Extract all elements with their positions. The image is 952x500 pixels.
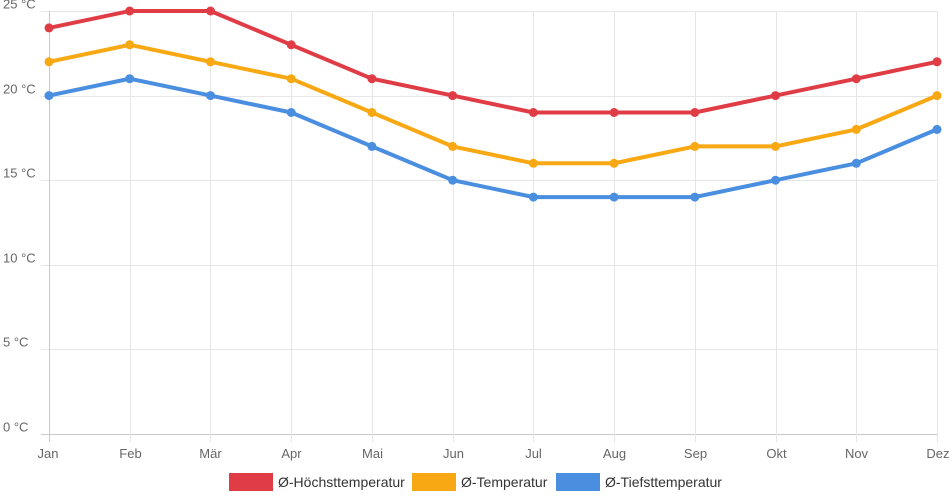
x-tick-label-aug: Aug: [603, 446, 626, 461]
data-point-o-tiefsttemperatur-jun[interactable]: [448, 175, 458, 185]
data-point-o-hoechsttemperatur-feb[interactable]: [125, 6, 135, 16]
x-tick-label-jul: Jul: [525, 446, 542, 461]
x-tick-label-mai: Mai: [362, 446, 383, 461]
data-point-o-hoechsttemperatur-jun[interactable]: [448, 91, 458, 101]
series-line-o-temperatur: [47, 42, 939, 166]
x-tick-label-feb: Feb: [119, 446, 141, 461]
grid-lines: [41, 11, 938, 442]
data-point-o-hoechsttemperatur-dez[interactable]: [932, 57, 942, 67]
data-point-o-tiefsttemperatur-mai[interactable]: [367, 141, 377, 151]
data-point-o-tiefsttemperatur-jan[interactable]: [44, 91, 54, 101]
data-point-o-temperatur-nov[interactable]: [851, 124, 861, 134]
x-tick-label-okt: Okt: [766, 446, 787, 461]
legend: Ø-Höchsttemperatur Ø-Temperatur Ø-Tiefstte…: [229, 473, 722, 491]
series-line-o-hoechsttemperatur: [47, 9, 939, 115]
data-point-o-hoechsttemperatur-aug[interactable]: [609, 108, 619, 117]
y-tick-label: 25 °C: [3, 0, 36, 12]
data-point-o-tiefsttemperatur-okt[interactable]: [771, 175, 780, 185]
legend-swatch: [229, 473, 273, 491]
data-point-o-hoechsttemperatur-mai[interactable]: [367, 74, 377, 84]
data-point-o-temperatur-jul[interactable]: [528, 158, 538, 168]
data-point-o-hoechsttemperatur-maer[interactable]: [206, 6, 215, 16]
data-point-o-tiefsttemperatur-jul[interactable]: [528, 192, 538, 202]
y-axis: 0 °C 5 °C 10 °C 15 °C 20 °C 25 °C: [3, 0, 36, 435]
series-points: [44, 6, 942, 202]
x-tick-label-maer: Mär: [199, 446, 222, 461]
y-tick-label: 10 °C: [3, 251, 36, 266]
data-point-o-tiefsttemperatur-sep[interactable]: [690, 192, 700, 202]
series-line-o-tiefsttemperatur: [47, 76, 939, 200]
data-point-o-temperatur-sep[interactable]: [690, 141, 700, 151]
legend-item-o-temperatur[interactable]: Ø-Temperatur: [412, 473, 548, 491]
data-point-o-temperatur-dez[interactable]: [932, 91, 942, 101]
x-tick-label-apr: Apr: [281, 446, 302, 461]
y-tick-label: 5 °C: [3, 335, 28, 350]
series-lines: [47, 9, 939, 200]
x-tick-label-jun: Jun: [443, 446, 464, 461]
legend-label: Ø-Höchsttemperatur: [278, 474, 405, 490]
data-point-o-temperatur-apr[interactable]: [286, 74, 296, 84]
data-point-o-hoechsttemperatur-nov[interactable]: [851, 74, 861, 84]
data-point-o-tiefsttemperatur-aug[interactable]: [609, 192, 619, 202]
data-point-o-temperatur-okt[interactable]: [771, 141, 780, 151]
data-point-o-hoechsttemperatur-sep[interactable]: [690, 108, 700, 117]
data-point-o-temperatur-feb[interactable]: [125, 40, 135, 50]
legend-swatch: [412, 473, 456, 491]
data-point-o-temperatur-jun[interactable]: [448, 141, 458, 151]
x-tick-label-nov: Nov: [845, 446, 869, 461]
data-point-o-tiefsttemperatur-feb[interactable]: [125, 74, 135, 84]
data-point-o-temperatur-maer[interactable]: [206, 57, 215, 67]
legend-item-o-tiefsttemperatur[interactable]: Ø-Tiefsttemperatur: [556, 473, 722, 491]
data-point-o-tiefsttemperatur-dez[interactable]: [932, 124, 942, 134]
data-point-o-tiefsttemperatur-nov[interactable]: [851, 158, 861, 168]
data-point-o-tiefsttemperatur-apr[interactable]: [286, 108, 296, 117]
data-point-o-hoechsttemperatur-apr[interactable]: [286, 40, 296, 50]
y-tick-label: 20 °C: [3, 82, 36, 97]
x-axis: Jan Feb Mär Apr Mai Jun Jul Aug Sep Okt Nov Dez: [38, 446, 950, 461]
legend-label: Ø-Temperatur: [461, 474, 548, 490]
x-tick-label-sep: Sep: [684, 446, 707, 461]
data-point-o-hoechsttemperatur-jul[interactable]: [528, 108, 538, 117]
y-tick-label: 0 °C: [3, 420, 28, 435]
legend-swatch: [556, 473, 600, 491]
data-point-o-temperatur-aug[interactable]: [609, 158, 619, 168]
data-point-o-tiefsttemperatur-maer[interactable]: [206, 91, 215, 101]
data-point-o-temperatur-jan[interactable]: [44, 57, 54, 67]
legend-label: Ø-Tiefsttemperatur: [605, 474, 722, 490]
data-point-o-temperatur-mai[interactable]: [367, 108, 377, 117]
x-tick-label-jan: Jan: [38, 446, 59, 461]
y-tick-label: 15 °C: [3, 166, 36, 181]
data-point-o-hoechsttemperatur-jan[interactable]: [44, 23, 54, 33]
legend-item-o-hoechsttemperatur[interactable]: Ø-Höchsttemperatur: [229, 473, 405, 491]
data-point-o-hoechsttemperatur-okt[interactable]: [771, 91, 780, 101]
x-tick-label-dez: Dez: [926, 446, 949, 461]
